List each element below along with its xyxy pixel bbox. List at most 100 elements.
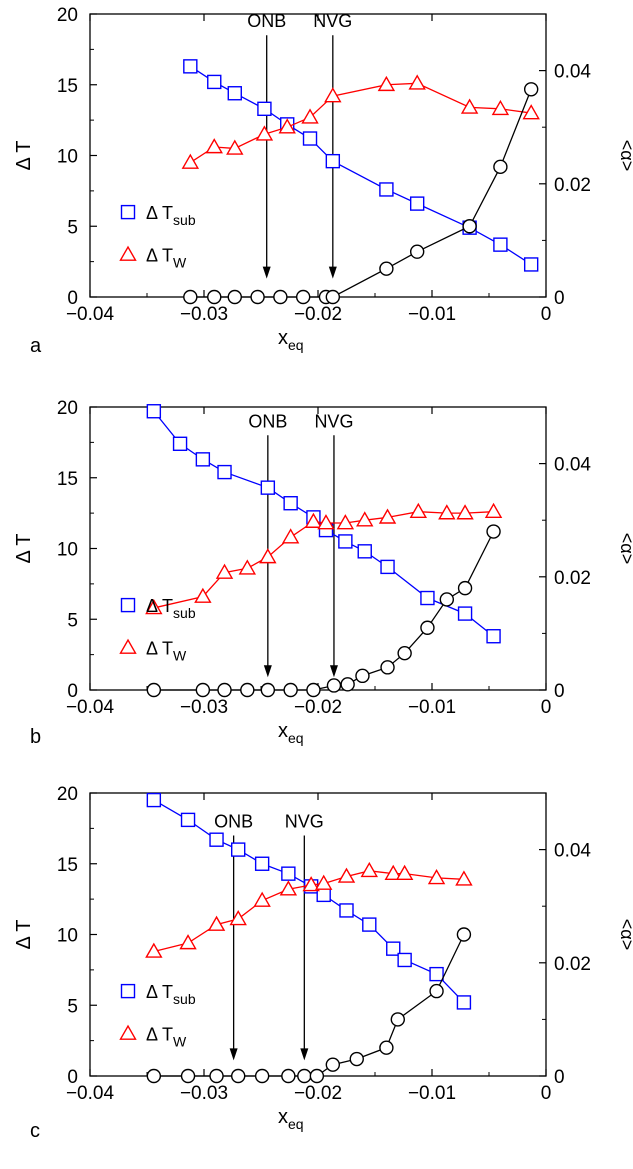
data-point: [146, 792, 162, 808]
y-right-tick-label: 0: [554, 1067, 565, 1088]
panel-label: b: [30, 726, 41, 748]
x-tick-label: −0.03: [180, 697, 228, 718]
data-point: [278, 118, 296, 134]
data-point: [207, 74, 222, 90]
legend-label-wall: Δ TW: [146, 1025, 187, 1050]
y-right-axis-label: <α>: [617, 533, 633, 564]
x-tick-label: −0.04: [66, 304, 115, 325]
y-right-tick-label: 0: [554, 288, 565, 309]
data-point: [180, 812, 196, 828]
data-point: [257, 101, 272, 117]
annotation-label: ONB: [247, 11, 286, 31]
data-point: [295, 289, 311, 305]
y-tick-label: 0: [67, 288, 78, 309]
legend-marker-sub: [120, 204, 136, 220]
data-point: [195, 682, 211, 698]
data-point: [386, 941, 401, 956]
annotation-arrowhead: [262, 266, 271, 279]
data-point: [302, 876, 320, 892]
data-point: [523, 82, 539, 97]
data-point: [427, 868, 446, 885]
chart-panel-b: −0.04 −0.03 −0.02 −0.01 00510152000.020.04Δ …: [13, 398, 633, 748]
data-point: [462, 219, 477, 234]
data-point: [217, 682, 232, 698]
data-point: [195, 452, 211, 467]
data-point: [317, 514, 335, 530]
data-point: [302, 131, 318, 146]
data-point: [355, 668, 370, 684]
data-point: [326, 678, 342, 693]
data-point: [306, 682, 321, 698]
x-tick-label: −0.02: [294, 304, 342, 325]
data-point: [301, 108, 319, 124]
legend-label-wall: Δ TW: [146, 639, 187, 664]
x-tick-label: −0.01: [408, 304, 456, 325]
data-point: [486, 629, 501, 644]
data-point: [438, 504, 456, 520]
data-point: [493, 237, 508, 252]
legend: Δ Tsub Δ TW: [119, 203, 196, 271]
y-tick-label: 5: [67, 996, 78, 1017]
data-point: [240, 682, 255, 698]
y-tick-label: 5: [67, 610, 78, 631]
data-point: [337, 867, 356, 883]
data-point: [397, 646, 412, 661]
data-point: [281, 866, 296, 881]
legend-marker-wall: [119, 245, 137, 261]
x-tick-label: −0.02: [294, 697, 342, 718]
data-point: [183, 59, 198, 74]
data-point: [456, 927, 472, 942]
data-point: [324, 87, 342, 103]
data-point: [390, 1012, 405, 1027]
data-point: [456, 504, 474, 520]
x-tick-label: 0: [541, 304, 552, 325]
series-square: [183, 59, 539, 272]
series-triangle: [145, 861, 473, 958]
data-point: [146, 1068, 162, 1084]
y-axis-label: Δ T: [13, 140, 35, 170]
annotation-arrowhead: [300, 1048, 309, 1061]
data-point: [349, 1051, 364, 1067]
data-point: [420, 620, 435, 635]
chart-panel-a: −0.04 −0.03 −0.02 −0.01 00510152000.020.04Δ …: [13, 5, 633, 357]
data-point: [145, 599, 163, 615]
data-point: [409, 502, 428, 519]
legend-label-sub: Δ Tsub: [146, 982, 196, 1007]
data-point: [250, 289, 265, 305]
data-point: [227, 86, 242, 101]
panel-label: a: [30, 335, 42, 357]
data-point: [493, 159, 508, 175]
x-axis-label: xeq: [278, 1106, 304, 1132]
data-point: [457, 580, 473, 596]
data-point: [486, 524, 501, 539]
x-tick-label: −0.04: [66, 1083, 115, 1104]
series-line: [153, 934, 465, 1077]
data-point: [325, 289, 341, 305]
data-point: [273, 289, 288, 305]
data-point: [491, 99, 510, 116]
y-axis-label: Δ T: [13, 919, 35, 949]
data-point: [281, 528, 300, 544]
data-point: [146, 682, 162, 698]
annotation-arrowhead: [328, 266, 337, 279]
series-circle: [146, 524, 501, 698]
panel-label: c: [30, 1120, 40, 1142]
x-tick-label: −0.01: [408, 1083, 456, 1104]
annotation-arrowhead: [263, 665, 272, 678]
legend-label-sub: Δ Tsub: [146, 596, 196, 621]
data-point: [338, 534, 353, 549]
y-right-axis-label: <α>: [617, 140, 633, 171]
chart-panel-c: −0.04 −0.03 −0.02 −0.01 00510152000.020.04Δ …: [13, 784, 633, 1142]
legend-label-wall: Δ TW: [146, 246, 187, 271]
data-point: [238, 559, 257, 575]
annotation-label: NVG: [314, 411, 353, 431]
data-point: [283, 682, 298, 698]
data-point: [339, 903, 354, 918]
annotation-label: ONB: [248, 411, 287, 431]
data-point: [207, 915, 226, 931]
data-point: [230, 842, 246, 857]
x-axis-label: xeq: [278, 720, 304, 746]
y-tick-label: 15: [57, 469, 78, 490]
legend: Δ Tsub Δ TW: [119, 596, 196, 664]
